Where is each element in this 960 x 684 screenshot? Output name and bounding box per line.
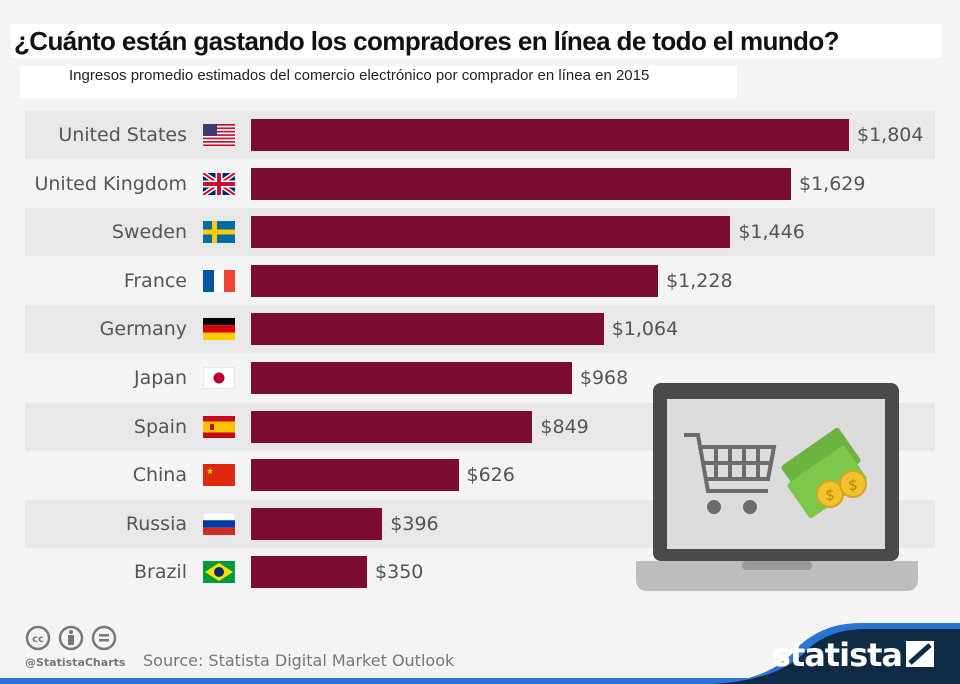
svg-text:$: $	[848, 476, 858, 494]
bar	[251, 459, 459, 492]
data-label: $1,446	[738, 221, 805, 244]
footer-wave	[0, 623, 960, 684]
bar	[251, 216, 731, 249]
chart-title: ¿Cuánto están gastando los compradores e…	[14, 26, 839, 56]
bar-row: Japan $968	[25, 354, 935, 402]
flag-icon	[203, 269, 235, 292]
flag-icon	[203, 318, 235, 341]
flag-icon: ★	[203, 464, 235, 487]
data-label: $1,064	[611, 318, 679, 341]
money-icon: $ $	[781, 427, 867, 519]
bar	[251, 264, 659, 297]
source-note: Source: Statista Digital Market Outlook	[143, 651, 455, 670]
bar-row: Sweden $1,446	[25, 208, 935, 257]
twitter-handle: @StatistaCharts	[25, 656, 126, 669]
bar	[251, 119, 849, 151]
category-label: France	[123, 269, 187, 292]
bar-row: Brazil $350	[25, 548, 935, 596]
flag-icon	[203, 221, 235, 244]
bar	[251, 362, 572, 394]
attribution-icon	[58, 625, 84, 651]
chart-subtitle: Ingresos promedio estimados del comercio…	[69, 67, 650, 84]
cc-icon	[25, 625, 51, 651]
bar-row: France $1,228	[25, 257, 935, 305]
cc-license-icons: cc	[25, 625, 117, 651]
flag-icon	[203, 512, 235, 535]
data-label: $626	[466, 464, 515, 487]
bar-row: United Kingdom $1,629	[25, 160, 935, 208]
category-label: Brazil	[133, 561, 187, 584]
bar	[251, 556, 368, 589]
svg-text:cc: cc	[32, 634, 44, 645]
category-label: China	[132, 464, 187, 487]
category-label: Russia	[125, 512, 187, 535]
bar-row: United States $1,804	[25, 111, 935, 159]
category-label: Japan	[134, 367, 187, 389]
no-derivatives-icon	[91, 625, 117, 651]
title-background	[11, 24, 941, 58]
subtitle-background	[20, 66, 737, 98]
category-label: Germany	[99, 318, 187, 341]
data-label: $1,804	[857, 124, 924, 146]
flag-icon	[203, 124, 235, 146]
laptop-shopping-cart-icon: $ $	[636, 383, 918, 591]
bar-row: China ★ $626	[25, 451, 935, 499]
svg-text:★: ★	[206, 467, 214, 477]
data-label: $1,228	[666, 269, 733, 292]
bar	[251, 410, 533, 443]
data-label: $968	[579, 367, 629, 389]
bar	[251, 507, 383, 540]
flag-icon	[203, 561, 235, 584]
statista-logo-mark	[906, 641, 934, 667]
category-label: United States	[58, 124, 187, 146]
category-label: Spain	[133, 415, 187, 438]
category-label: United Kingdom	[34, 172, 187, 195]
bar-row: Germany $1,064	[25, 305, 935, 354]
data-label: $849	[540, 415, 589, 438]
flag-icon	[203, 367, 235, 389]
bar	[251, 167, 791, 200]
statista-logo: statista	[771, 636, 903, 674]
flag-icon	[203, 415, 235, 438]
svg-text:$: $	[825, 486, 835, 504]
cart-icon	[684, 433, 777, 493]
data-label: $1,629	[798, 172, 866, 195]
data-label: $350	[375, 561, 424, 584]
bar	[251, 313, 604, 346]
flag-icon	[203, 172, 235, 195]
data-label: $396	[390, 512, 439, 535]
category-label: Sweden	[111, 221, 187, 244]
